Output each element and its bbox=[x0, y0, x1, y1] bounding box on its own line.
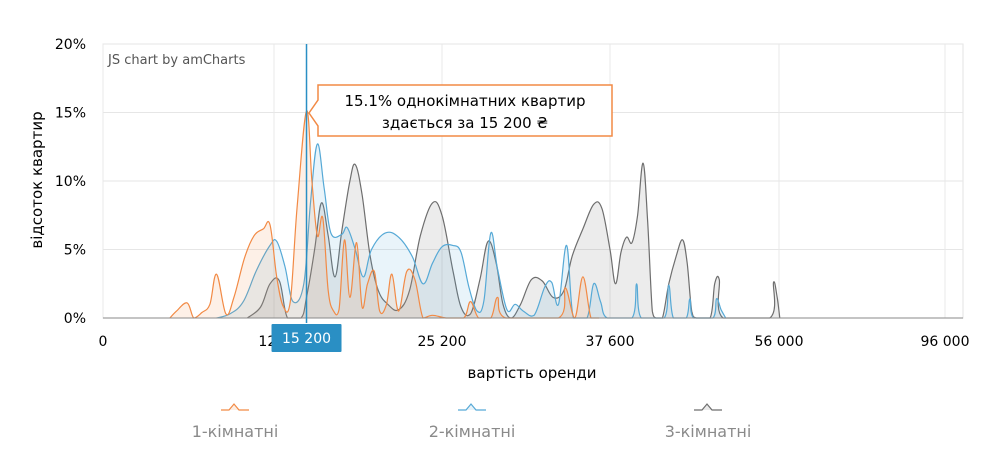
series-area-1 bbox=[169, 110, 600, 318]
legend-item-1[interactable]: 1-кімнатні bbox=[192, 403, 279, 441]
legend-marker bbox=[458, 403, 486, 411]
legend-label: 3-кімнатні bbox=[665, 422, 752, 441]
y-tick-label: 20% bbox=[55, 37, 86, 53]
y-tick-label: 0% bbox=[64, 311, 86, 327]
y-tick-label: 15% bbox=[55, 106, 86, 122]
cursor-label: 15 200 bbox=[282, 331, 331, 347]
y-tick-label: 10% bbox=[55, 174, 86, 190]
series-area-3 bbox=[247, 163, 780, 318]
y-tick-labels: 0% 5% 10% 15% 20% bbox=[55, 37, 86, 327]
legend-marker bbox=[221, 403, 249, 411]
legend-marker bbox=[694, 403, 722, 411]
tooltip-box bbox=[308, 84, 613, 137]
legend: 1-кімнатні 2-кімнатні 3-кімнатні bbox=[192, 403, 752, 441]
legend-item-2[interactable]: 2-кімнатні bbox=[429, 403, 516, 441]
y-axis-title: відсоток квартир bbox=[28, 111, 46, 248]
legend-item-3[interactable]: 3-кімнатні bbox=[665, 403, 752, 441]
watermark: JS chart by amCharts bbox=[107, 53, 246, 68]
x-axis-title: вартість оренди bbox=[468, 364, 597, 382]
y-tick-label: 5% bbox=[64, 243, 86, 259]
legend-label: 2-кімнатні bbox=[429, 422, 516, 441]
x-tick-label: 96 000 bbox=[921, 334, 970, 350]
x-tick-label: 56 000 bbox=[755, 334, 804, 350]
cursor-label-background bbox=[271, 324, 342, 352]
tooltip-line-2: здається за 15 200 ₴ bbox=[382, 114, 548, 132]
tooltip-line-1: 15.1% однокімнатних квартир bbox=[344, 92, 585, 110]
series-layer bbox=[103, 110, 963, 319]
x-tick-label: 0 bbox=[99, 334, 108, 350]
series-line-3 bbox=[246, 162, 781, 319]
x-tick-label: 25 200 bbox=[418, 334, 467, 350]
tooltip: 15.1% однокімнатних квартир здається за … bbox=[308, 84, 613, 137]
x-tick-label: 37 600 bbox=[586, 334, 635, 350]
series-area-2 bbox=[216, 143, 726, 318]
legend-label: 1-кімнатні bbox=[192, 422, 279, 441]
